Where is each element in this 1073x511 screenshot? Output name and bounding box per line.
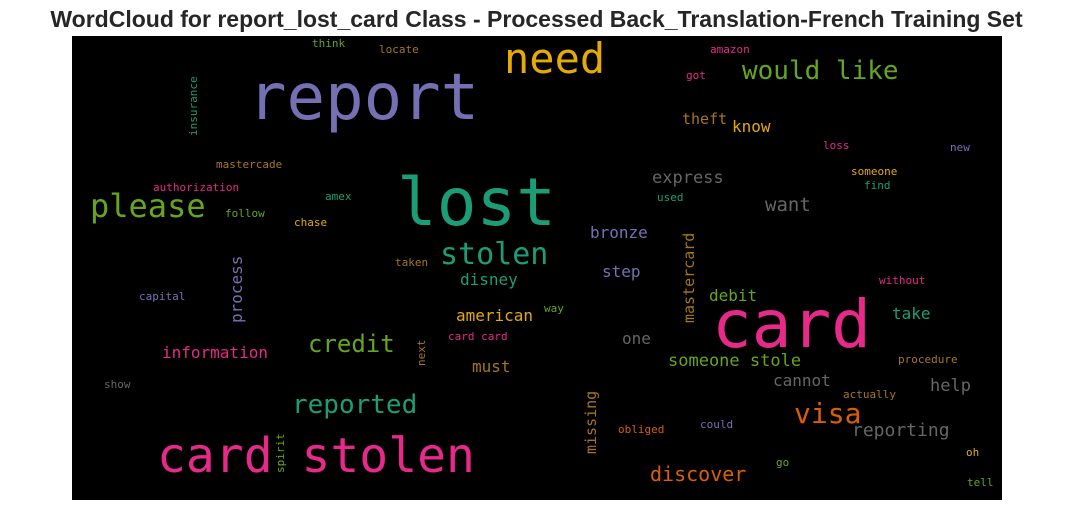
word-used: used — [657, 191, 684, 204]
word-bronze: bronze — [590, 223, 648, 242]
word-discover: discover — [650, 462, 747, 486]
word-oh: oh — [966, 446, 980, 459]
word-express: express — [652, 168, 724, 188]
word-taken: taken — [395, 256, 429, 269]
word-take: take — [892, 304, 931, 323]
word-amazon: amazon — [710, 43, 750, 56]
word-chase: chase — [294, 216, 328, 229]
word-authorization: authorization — [153, 181, 240, 194]
word-debit: debit — [709, 286, 758, 305]
word-information: information — [162, 343, 268, 362]
word-visa: visa — [794, 397, 862, 430]
word-reported: reported — [292, 390, 418, 420]
word-without: without — [879, 274, 926, 287]
word-go: go — [776, 456, 790, 469]
word-amex: amex — [325, 190, 352, 203]
word-card-card: card card — [448, 330, 508, 343]
word-report: report — [248, 61, 480, 135]
word-process: process — [227, 255, 246, 323]
word-credit: credit — [308, 330, 395, 358]
word-need: need — [504, 36, 606, 83]
word-disney: disney — [460, 270, 518, 289]
word-find: find — [864, 179, 891, 192]
word-missing: missing — [582, 390, 600, 454]
word-must: must — [472, 357, 511, 376]
word-show: show — [104, 378, 131, 391]
word-would-like: would like — [742, 56, 899, 86]
word-locate: locate — [379, 43, 419, 56]
word-please: please — [90, 187, 206, 225]
word-theft: theft — [682, 110, 728, 128]
word-cannot: cannot — [773, 371, 831, 390]
word-way: way — [544, 302, 564, 315]
word-help: help — [930, 376, 971, 396]
word-someone: someone — [851, 165, 898, 178]
word-spirit: spirit — [274, 433, 287, 473]
word-reporting: reporting — [852, 420, 950, 441]
word-think: think — [312, 37, 346, 50]
word-stolen: stolen — [440, 237, 549, 272]
word-next: next — [415, 339, 428, 367]
word-mastercard: mastercard — [680, 232, 698, 323]
word-card-stolen: card stolen — [157, 428, 475, 484]
word-procedure: procedure — [898, 353, 958, 366]
word-know: know — [732, 117, 771, 136]
word-loss: loss — [823, 139, 850, 152]
word-obliged: obliged — [618, 423, 665, 436]
word-step: step — [602, 262, 641, 281]
word-capital: capital — [139, 290, 186, 303]
wordcloud-canvas: report lost card card stolen need would … — [72, 36, 1002, 500]
word-card: card — [712, 286, 871, 363]
word-follow: follow — [225, 207, 265, 220]
word-american: american — [456, 306, 534, 325]
figure-title: WordCloud for report_lost_card Class - P… — [50, 6, 1023, 32]
word-could: could — [700, 418, 734, 431]
word-want: want — [765, 194, 811, 216]
word-tell: tell — [967, 476, 994, 489]
word-lost: lost — [397, 164, 556, 241]
word-mastercade: mastercade — [216, 158, 283, 171]
word-got: got — [686, 69, 706, 82]
word-insurance: insurance — [187, 76, 200, 136]
word-someone-stole: someone stole — [668, 351, 802, 371]
word-one: one — [622, 329, 651, 348]
word-new: new — [950, 141, 970, 154]
word-actually: actually — [843, 388, 896, 401]
